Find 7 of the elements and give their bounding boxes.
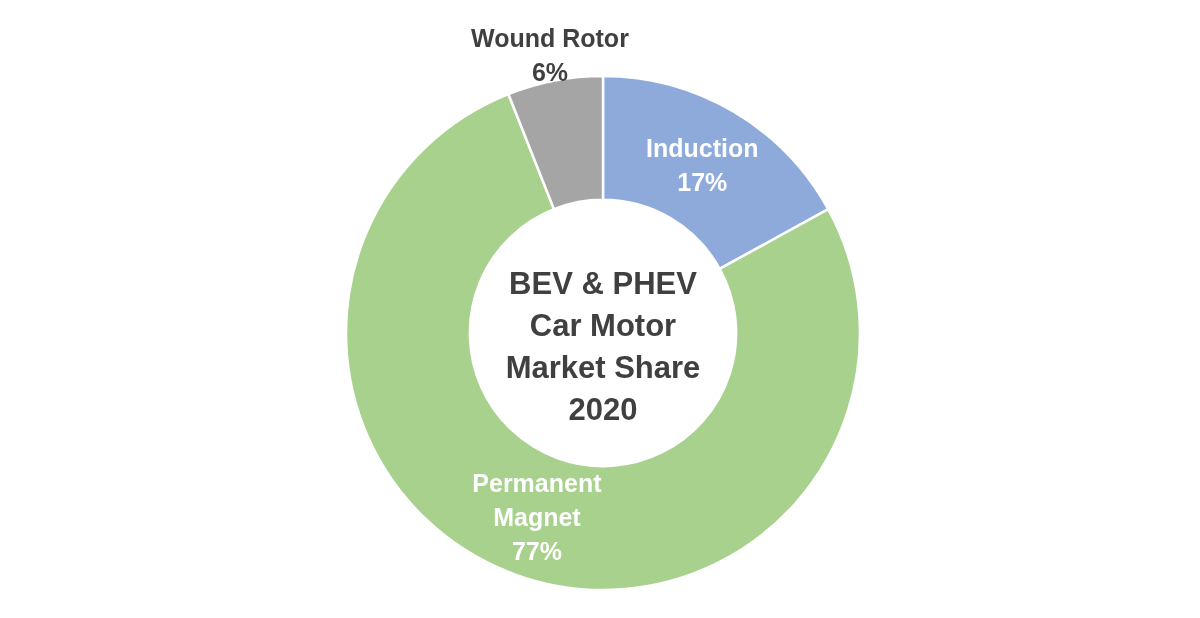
data-label: 77% [511,536,562,565]
slice-label: Wound Rotor [471,24,630,53]
slice-label: Induction [646,134,759,163]
data-label: 17% [677,168,728,197]
slice-label: Permanent Magnet [472,468,603,531]
text: BEV & PHEV Car Motor Market Share 2020 [505,266,701,427]
data-label: 6% [531,58,569,87]
